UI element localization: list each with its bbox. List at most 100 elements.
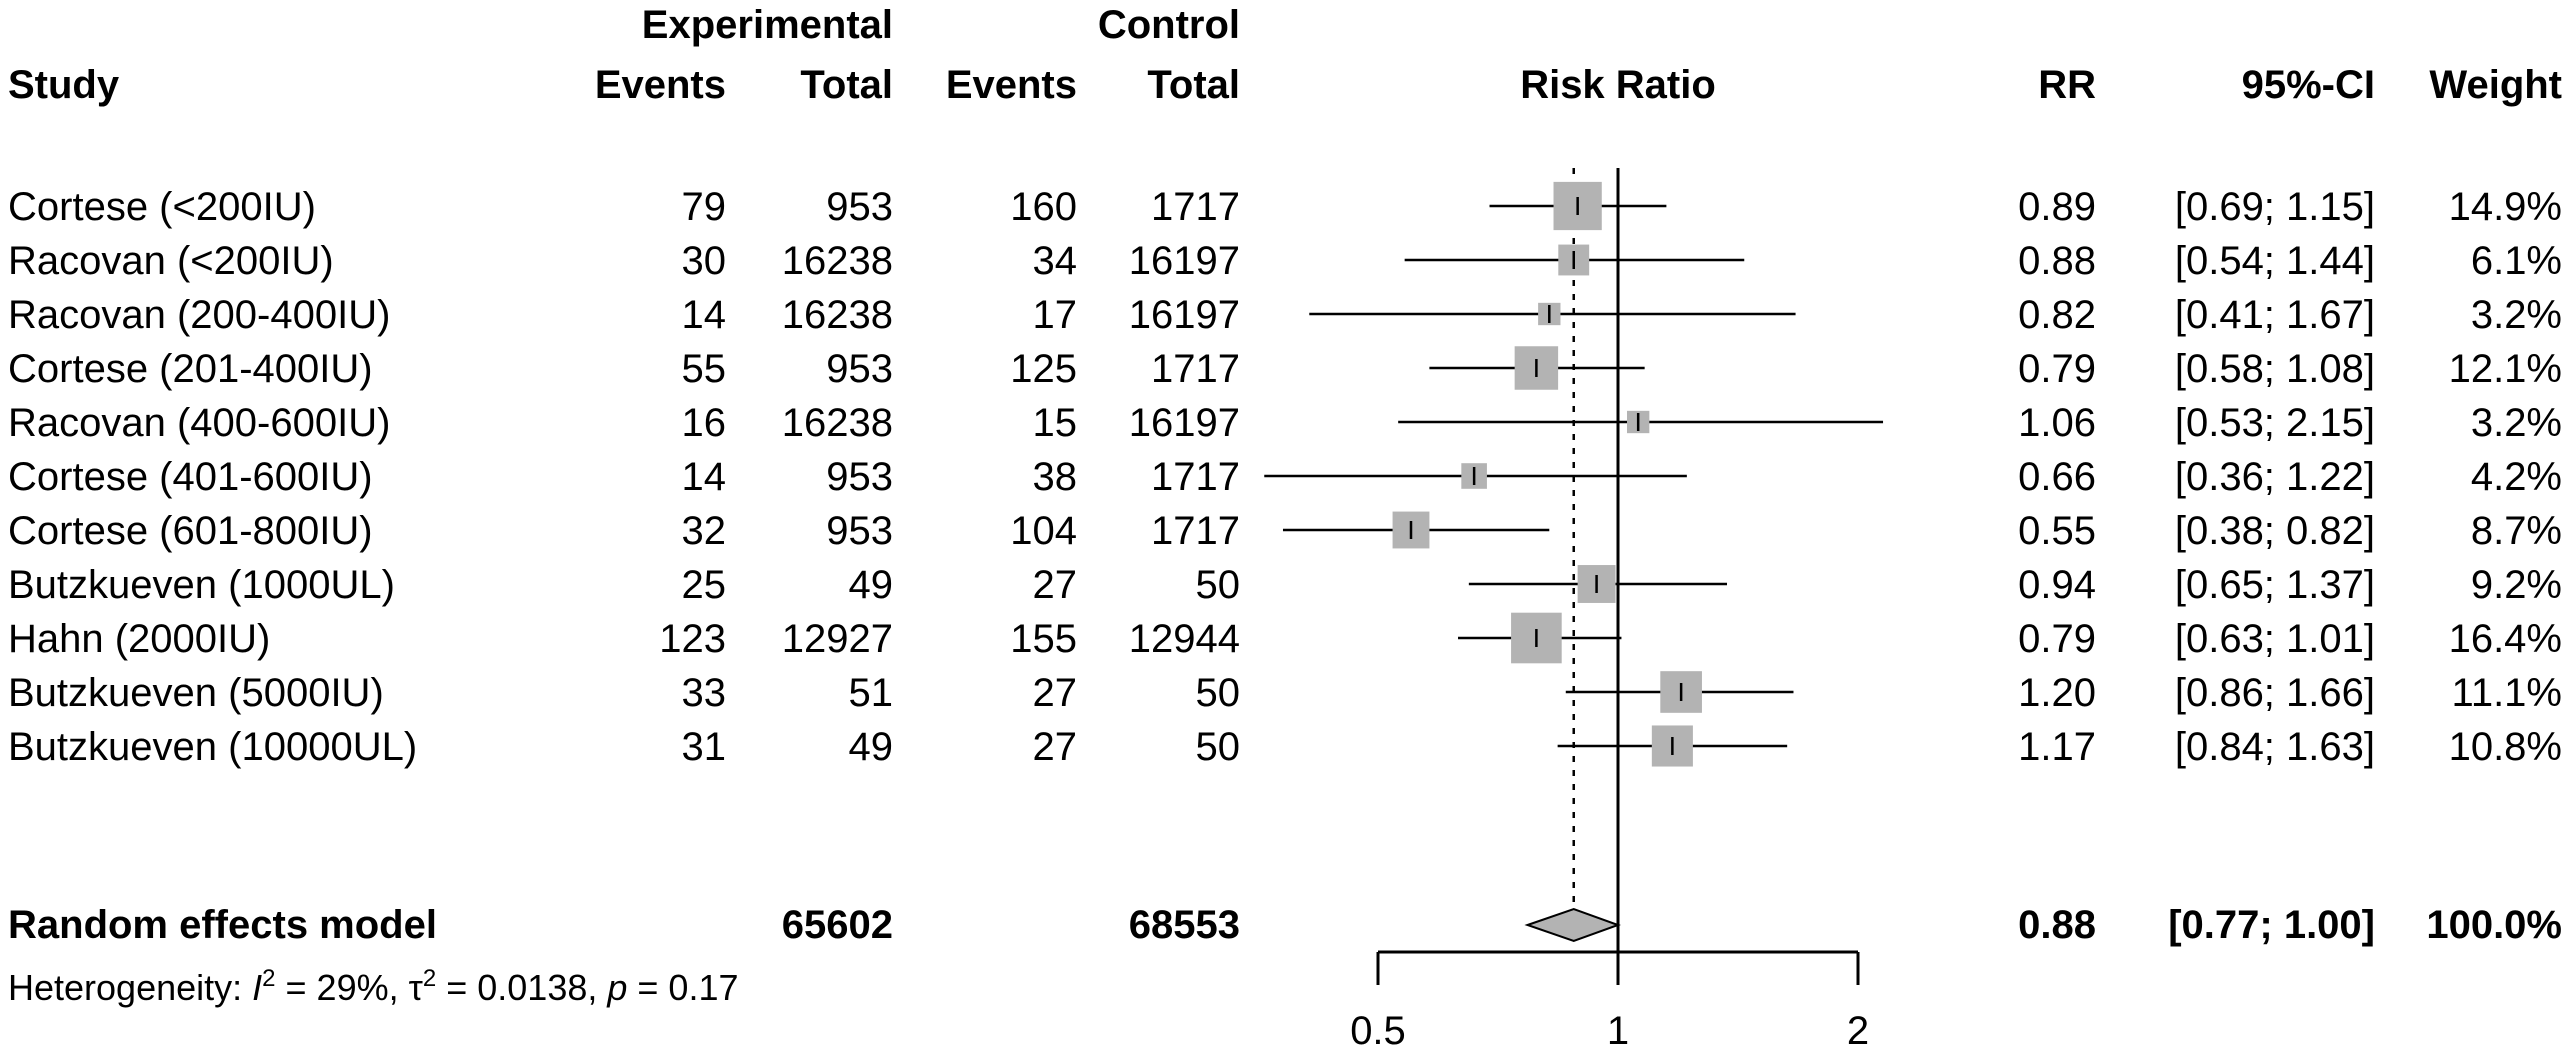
study-row: Butzkueven (10000UL) 31 49 27 50 1.17 [0.84; 1… [8, 725, 2562, 769]
study-row: Cortese (601-800IU) 32 953 104 1717 0.55 [0.38… [8, 509, 2562, 553]
ctl-events: 125 [1010, 347, 1077, 391]
exp-events: 16 [682, 401, 727, 445]
pooled-weight: 100.0% [2426, 903, 2562, 947]
study-row: Cortese (401-600IU) 14 953 38 1717 0.66 [0.36;… [8, 455, 2562, 499]
study-name: Cortese (401-600IU) [8, 455, 373, 499]
pooled-exp-total: 65602 [782, 903, 893, 947]
ctl-events: 27 [1033, 563, 1078, 607]
ctl-total: 1717 [1151, 509, 1240, 553]
study-name: Racovan (200-400IU) [8, 293, 390, 337]
exp-events: 55 [682, 347, 727, 391]
rr-value: 0.94 [2018, 563, 2096, 607]
ctl-events: 15 [1033, 401, 1078, 445]
study-name: Cortese (<200IU) [8, 185, 316, 229]
header-risk-ratio: Risk Ratio [1520, 63, 1716, 107]
study-row: Racovan (200-400IU) 14 16238 17 16197 0.82 [0.… [8, 293, 2562, 337]
ctl-total: 12944 [1129, 617, 1240, 661]
study-name: Cortese (601-800IU) [8, 509, 373, 553]
rr-value: 0.79 [2018, 347, 2096, 391]
ctl-total: 16197 [1129, 293, 1240, 337]
weight-value: 11.1% [2452, 671, 2562, 715]
header-control: Control [1098, 3, 1240, 47]
header-ctl-total: Total [1147, 63, 1240, 107]
study-row: Hahn (2000IU) 123 12927 155 12944 0.79 [0.63; … [8, 612, 2562, 664]
exp-total: 953 [826, 455, 893, 499]
pooled-ctl-total: 68553 [1129, 903, 1240, 947]
x-tick-label: 1 [1607, 1009, 1629, 1053]
exp-events: 30 [682, 239, 727, 283]
ci-value: [0.38; 0.82] [2175, 509, 2375, 553]
ci-value: [0.58; 1.08] [2175, 347, 2375, 391]
ctl-total: 1717 [1151, 185, 1240, 229]
pooled-label: Random effects model [8, 903, 437, 947]
weight-value: 3.2% [2471, 293, 2562, 337]
rr-value: 0.66 [2018, 455, 2096, 499]
ci-value: [0.69; 1.15] [2175, 185, 2375, 229]
weight-value: 9.2% [2471, 563, 2562, 607]
ctl-events: 160 [1010, 185, 1077, 229]
ctl-events: 17 [1033, 293, 1078, 337]
weight-value: 4.2% [2471, 455, 2562, 499]
exp-total: 16238 [782, 239, 893, 283]
header-ctl-events: Events [946, 63, 1077, 107]
ci-value: [0.65; 1.37] [2175, 563, 2375, 607]
ctl-total: 1717 [1151, 347, 1240, 391]
study-row: Racovan (<200IU) 30 16238 34 16197 0.88 [0.54;… [8, 239, 2562, 283]
ci-value: [0.54; 1.44] [2175, 239, 2375, 283]
pooled-rr: 0.88 [2018, 903, 2096, 947]
ctl-events: 38 [1033, 455, 1078, 499]
study-row: Racovan (400-600IU) 16 16238 15 16197 1.06 [0.… [8, 401, 2562, 445]
weight-value: 6.1% [2471, 239, 2562, 283]
exp-total: 953 [826, 347, 893, 391]
study-row: Butzkueven (5000IU) 33 51 27 50 1.20 [0.86; 1.… [8, 671, 2562, 715]
study-name: Cortese (201-400IU) [8, 347, 373, 391]
study-row: Cortese (201-400IU) 55 953 125 1717 0.79 [0.58… [8, 346, 2562, 391]
ctl-events: 104 [1010, 509, 1077, 553]
study-row: Butzkueven (1000UL) 25 49 27 50 0.94 [0.65; 1.… [8, 563, 2562, 607]
header-exp-events: Events [595, 63, 726, 107]
ci-value: [0.36; 1.22] [2175, 455, 2375, 499]
study-name: Racovan (400-600IU) [8, 401, 390, 445]
rr-value: 1.06 [2018, 401, 2096, 445]
pooled-ci: [0.77; 1.00] [2168, 903, 2375, 947]
header-weight: Weight [2429, 63, 2562, 107]
header-exp-total: Total [800, 63, 893, 107]
study-name: Hahn (2000IU) [8, 617, 270, 661]
weight-value: 8.7% [2471, 509, 2562, 553]
ci-value: [0.84; 1.63] [2175, 725, 2375, 769]
ctl-events: 34 [1033, 239, 1078, 283]
header-study: Study [8, 63, 120, 107]
rr-value: 1.17 [2018, 725, 2096, 769]
exp-total: 953 [826, 509, 893, 553]
ctl-total: 16197 [1129, 401, 1240, 445]
rr-value: 0.82 [2018, 293, 2096, 337]
rr-value: 0.88 [2018, 239, 2096, 283]
header-rr: RR [2038, 63, 2096, 107]
ctl-events: 155 [1010, 617, 1077, 661]
exp-total: 16238 [782, 401, 893, 445]
exp-total: 51 [849, 671, 894, 715]
ci-value: [0.53; 2.15] [2175, 401, 2375, 445]
ci-value: [0.86; 1.66] [2175, 671, 2375, 715]
exp-total: 49 [849, 563, 894, 607]
x-tick-label: 2 [1847, 1009, 1869, 1053]
weight-value: 14.9% [2449, 185, 2562, 229]
pooled-diamond [1524, 907, 1621, 943]
exp-total: 953 [826, 185, 893, 229]
study-row: Cortese (<200IU) 79 953 160 1717 0.89 [0.69; 1… [8, 181, 2562, 231]
weight-value: 3.2% [2471, 401, 2562, 445]
exp-events: 31 [682, 725, 727, 769]
exp-total: 12927 [782, 617, 893, 661]
exp-events: 32 [682, 509, 727, 553]
exp-events: 79 [682, 185, 727, 229]
ctl-total: 50 [1196, 725, 1241, 769]
weight-value: 10.8% [2449, 725, 2562, 769]
rr-value: 1.20 [2018, 671, 2096, 715]
header-experimental: Experimental [642, 3, 893, 47]
x-tick-label: 0.5 [1350, 1009, 1406, 1053]
study-name: Butzkueven (10000UL) [8, 725, 417, 769]
ctl-events: 27 [1033, 671, 1078, 715]
x-axis: 0.5 1 2 [1350, 950, 1869, 1053]
study-name: Butzkueven (1000UL) [8, 563, 395, 607]
